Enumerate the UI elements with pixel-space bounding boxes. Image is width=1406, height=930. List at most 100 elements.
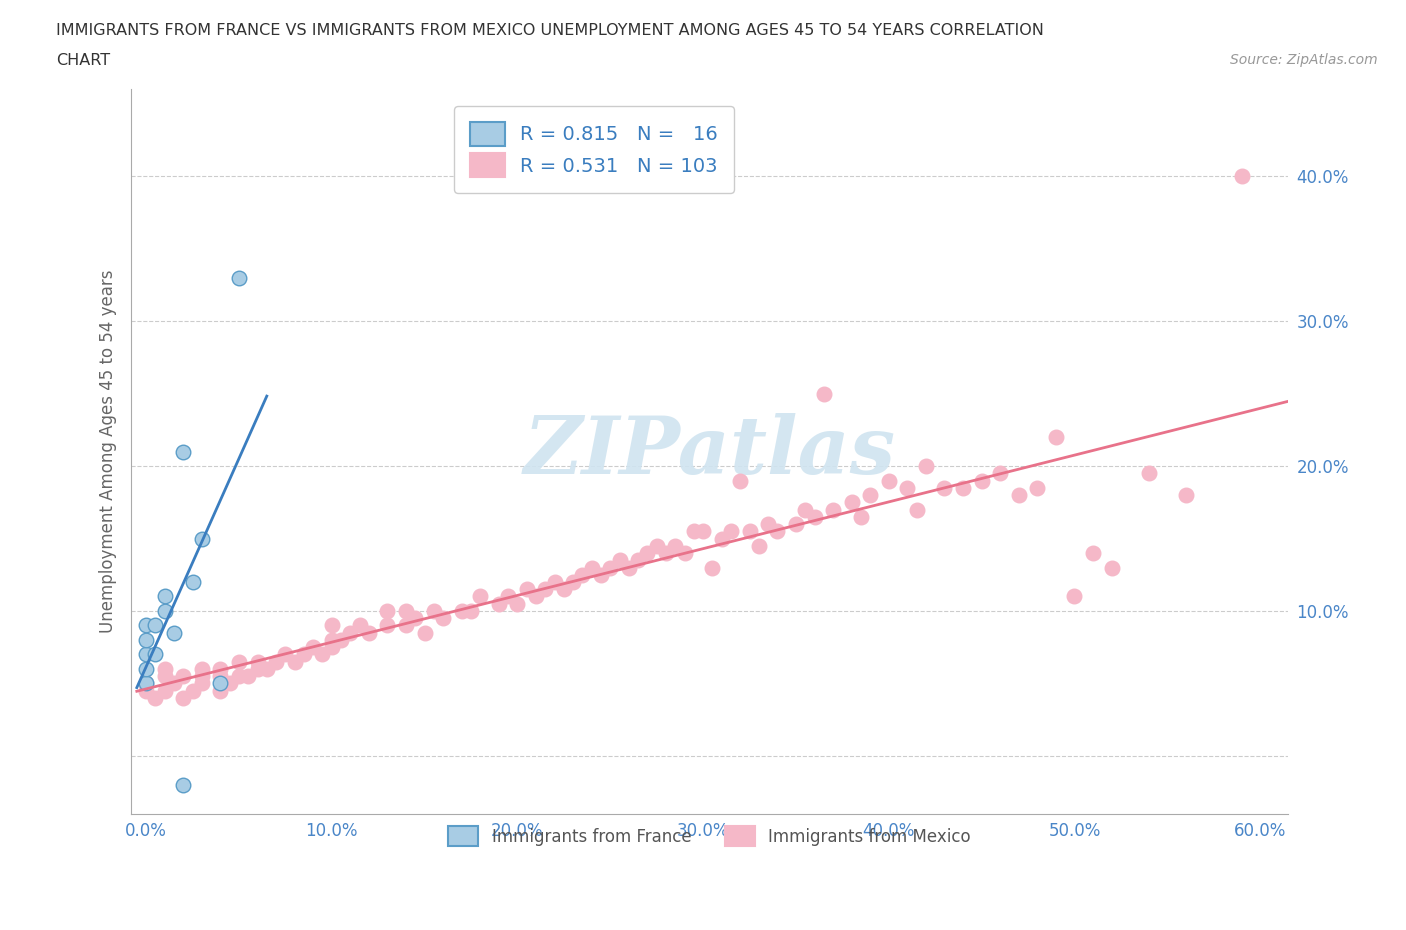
Point: [915, 458, 938, 473]
Point: [516, 582, 538, 597]
Point: [766, 524, 789, 538]
Text: IMMIGRANTS FROM FRANCE VS IMMIGRANTS FROM MEXICO UNEMPLOYMENT AMONG AGES 45 TO 5: IMMIGRANTS FROM FRANCE VS IMMIGRANTS FRO…: [56, 23, 1045, 38]
Point: [209, 684, 232, 698]
Point: [1081, 546, 1104, 561]
Point: [284, 655, 307, 670]
Point: [823, 502, 845, 517]
Point: [321, 618, 343, 633]
Point: [218, 676, 240, 691]
Point: [859, 487, 882, 502]
Point: [357, 625, 380, 640]
Point: [153, 589, 176, 604]
Point: [571, 567, 593, 582]
Point: [181, 575, 204, 590]
Point: [321, 640, 343, 655]
Point: [135, 618, 157, 633]
Point: [655, 546, 678, 561]
Point: [135, 676, 157, 691]
Point: [172, 445, 194, 459]
Y-axis label: Unemployment Among Ages 45 to 54 years: Unemployment Among Ages 45 to 54 years: [100, 270, 117, 633]
Point: [172, 669, 194, 684]
Point: [599, 560, 621, 575]
Point: [720, 524, 742, 538]
Point: [228, 669, 250, 684]
Text: CHART: CHART: [56, 53, 110, 68]
Point: [191, 669, 214, 684]
Point: [302, 640, 325, 655]
Point: [756, 517, 779, 532]
Point: [1045, 430, 1067, 445]
Point: [617, 560, 640, 575]
Point: [191, 661, 214, 676]
Point: [589, 567, 612, 582]
Point: [256, 661, 278, 676]
Point: [905, 502, 928, 517]
Point: [627, 552, 650, 567]
Point: [534, 582, 557, 597]
Point: [153, 604, 176, 618]
Point: [506, 596, 529, 611]
Point: [135, 676, 157, 691]
Point: [163, 625, 186, 640]
Point: [813, 386, 835, 401]
Point: [135, 647, 157, 662]
Point: [274, 647, 297, 662]
Point: [664, 538, 686, 553]
Point: [581, 560, 603, 575]
Point: [321, 632, 343, 647]
Point: [311, 647, 333, 662]
Point: [1063, 589, 1085, 604]
Point: [952, 481, 974, 496]
Point: [135, 661, 157, 676]
Point: [172, 690, 194, 705]
Point: [181, 684, 204, 698]
Point: [153, 684, 176, 698]
Point: [934, 481, 956, 496]
Point: [1137, 466, 1160, 481]
Point: [562, 575, 585, 590]
Point: [172, 777, 194, 792]
Text: Source: ZipAtlas.com: Source: ZipAtlas.com: [1230, 53, 1378, 67]
Point: [794, 502, 817, 517]
Point: [292, 647, 315, 662]
Point: [450, 604, 472, 618]
Point: [145, 618, 167, 633]
Point: [395, 604, 418, 618]
Legend: Immigrants from France, Immigrants from Mexico: Immigrants from France, Immigrants from …: [436, 813, 984, 860]
Point: [692, 524, 714, 538]
Point: [738, 524, 761, 538]
Point: [748, 538, 770, 553]
Point: [163, 676, 186, 691]
Point: [877, 473, 900, 488]
Point: [153, 661, 176, 676]
Point: [238, 669, 260, 684]
Point: [209, 661, 232, 676]
Point: [246, 655, 269, 670]
Point: [988, 466, 1011, 481]
Point: [228, 655, 250, 670]
Point: [246, 661, 269, 676]
Point: [496, 589, 519, 604]
Point: [377, 604, 399, 618]
Point: [264, 655, 287, 670]
Point: [1008, 487, 1031, 502]
Point: [460, 604, 482, 618]
Point: [896, 481, 918, 496]
Point: [339, 625, 361, 640]
Point: [728, 473, 751, 488]
Point: [145, 647, 167, 662]
Point: [710, 531, 733, 546]
Point: [135, 684, 157, 698]
Point: [135, 632, 157, 647]
Point: [636, 546, 658, 561]
Point: [1230, 169, 1253, 184]
Point: [673, 546, 696, 561]
Point: [553, 582, 575, 597]
Point: [609, 552, 631, 567]
Point: [524, 589, 547, 604]
Point: [209, 669, 232, 684]
Point: [1026, 481, 1049, 496]
Point: [470, 589, 492, 604]
Point: [153, 669, 176, 684]
Point: [702, 560, 724, 575]
